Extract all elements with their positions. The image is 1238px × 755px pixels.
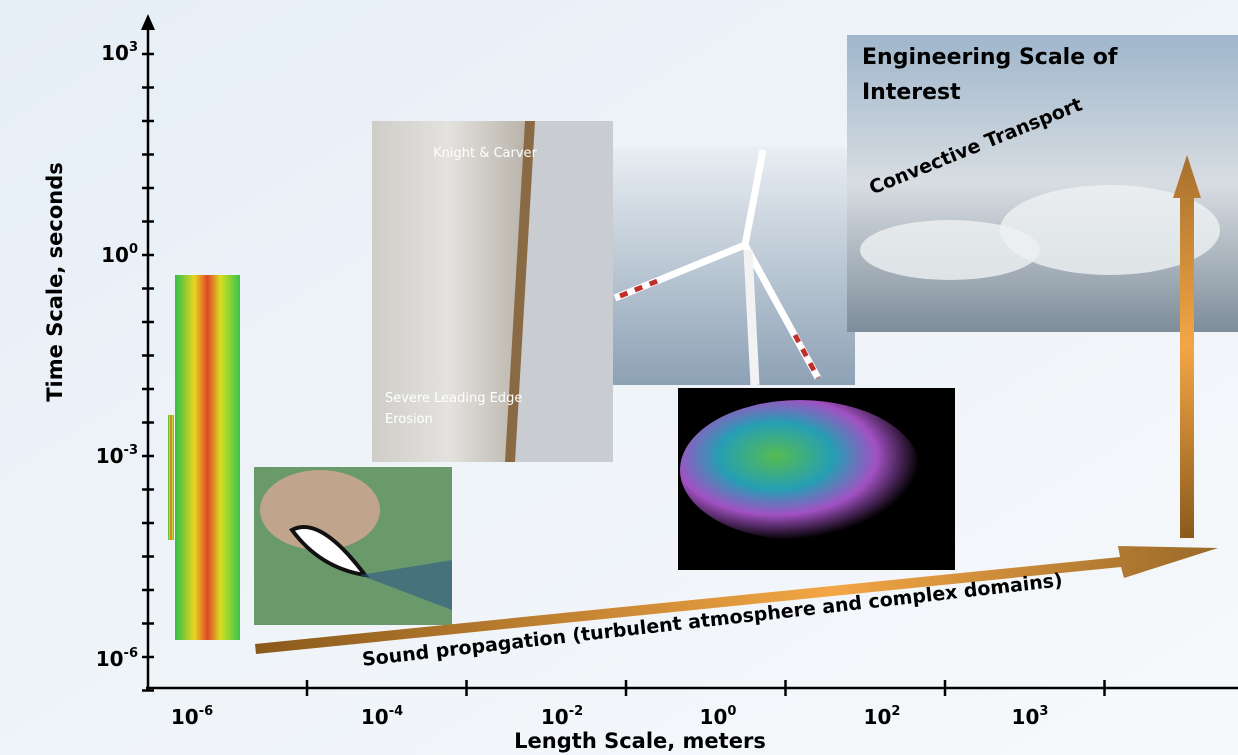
tick-label: 10-6 xyxy=(171,704,213,729)
turbine-image xyxy=(613,147,855,386)
tick-label: 10-6 xyxy=(96,646,138,671)
tick-exponent: -6 xyxy=(199,704,213,719)
image-title: Engineering Scale of Interest xyxy=(862,45,1118,105)
tick-label: 10-2 xyxy=(541,704,583,729)
tick-exponent: 3 xyxy=(1039,704,1048,719)
tick-base: 10 xyxy=(96,444,124,468)
image-credit: Knight & Carver xyxy=(433,146,537,161)
x-axis-title: Length Scale, meters xyxy=(514,729,766,753)
tick-label: 100 xyxy=(101,242,138,267)
tick-label: 102 xyxy=(864,704,901,729)
tick-exponent: 3 xyxy=(129,40,138,55)
clouds-image: Engineering Scale of Interest Convective … xyxy=(847,35,1238,332)
smoke-image xyxy=(678,388,955,570)
tick-label: 100 xyxy=(700,704,737,729)
tick-exponent: -4 xyxy=(389,704,403,719)
tick-exponent: -6 xyxy=(124,646,138,661)
tick-exponent: -2 xyxy=(569,704,583,719)
erosion-image: Knight & Carver Severe Leading Edge Erosi… xyxy=(372,121,613,462)
tick-base: 10 xyxy=(101,243,129,267)
tick-base: 10 xyxy=(361,705,389,729)
y-axis-title: Time Scale, seconds xyxy=(43,162,67,402)
tick-label: 103 xyxy=(101,40,138,65)
tick-exponent: -3 xyxy=(124,443,138,458)
tick-label: 10-3 xyxy=(96,443,138,468)
tick-base: 10 xyxy=(541,705,569,729)
tick-exponent: 2 xyxy=(891,704,900,719)
tick-label: 10-4 xyxy=(361,704,403,729)
image-caption: Severe Leading Edge Erosion xyxy=(385,391,522,427)
tick-base: 10 xyxy=(700,705,728,729)
axes xyxy=(141,14,1238,696)
heatmap-image xyxy=(168,275,240,640)
airfoil-image xyxy=(254,467,452,625)
tick-base: 10 xyxy=(171,705,199,729)
tick-base: 10 xyxy=(1012,705,1040,729)
tick-label: 103 xyxy=(1012,704,1049,729)
tick-exponent: 0 xyxy=(129,242,138,257)
tick-base: 10 xyxy=(864,705,892,729)
vertical-arrow xyxy=(1173,155,1201,538)
horizontal-arrow xyxy=(255,546,1218,654)
tick-base: 10 xyxy=(101,41,129,65)
tick-exponent: 0 xyxy=(727,704,736,719)
tick-base: 10 xyxy=(96,647,124,671)
